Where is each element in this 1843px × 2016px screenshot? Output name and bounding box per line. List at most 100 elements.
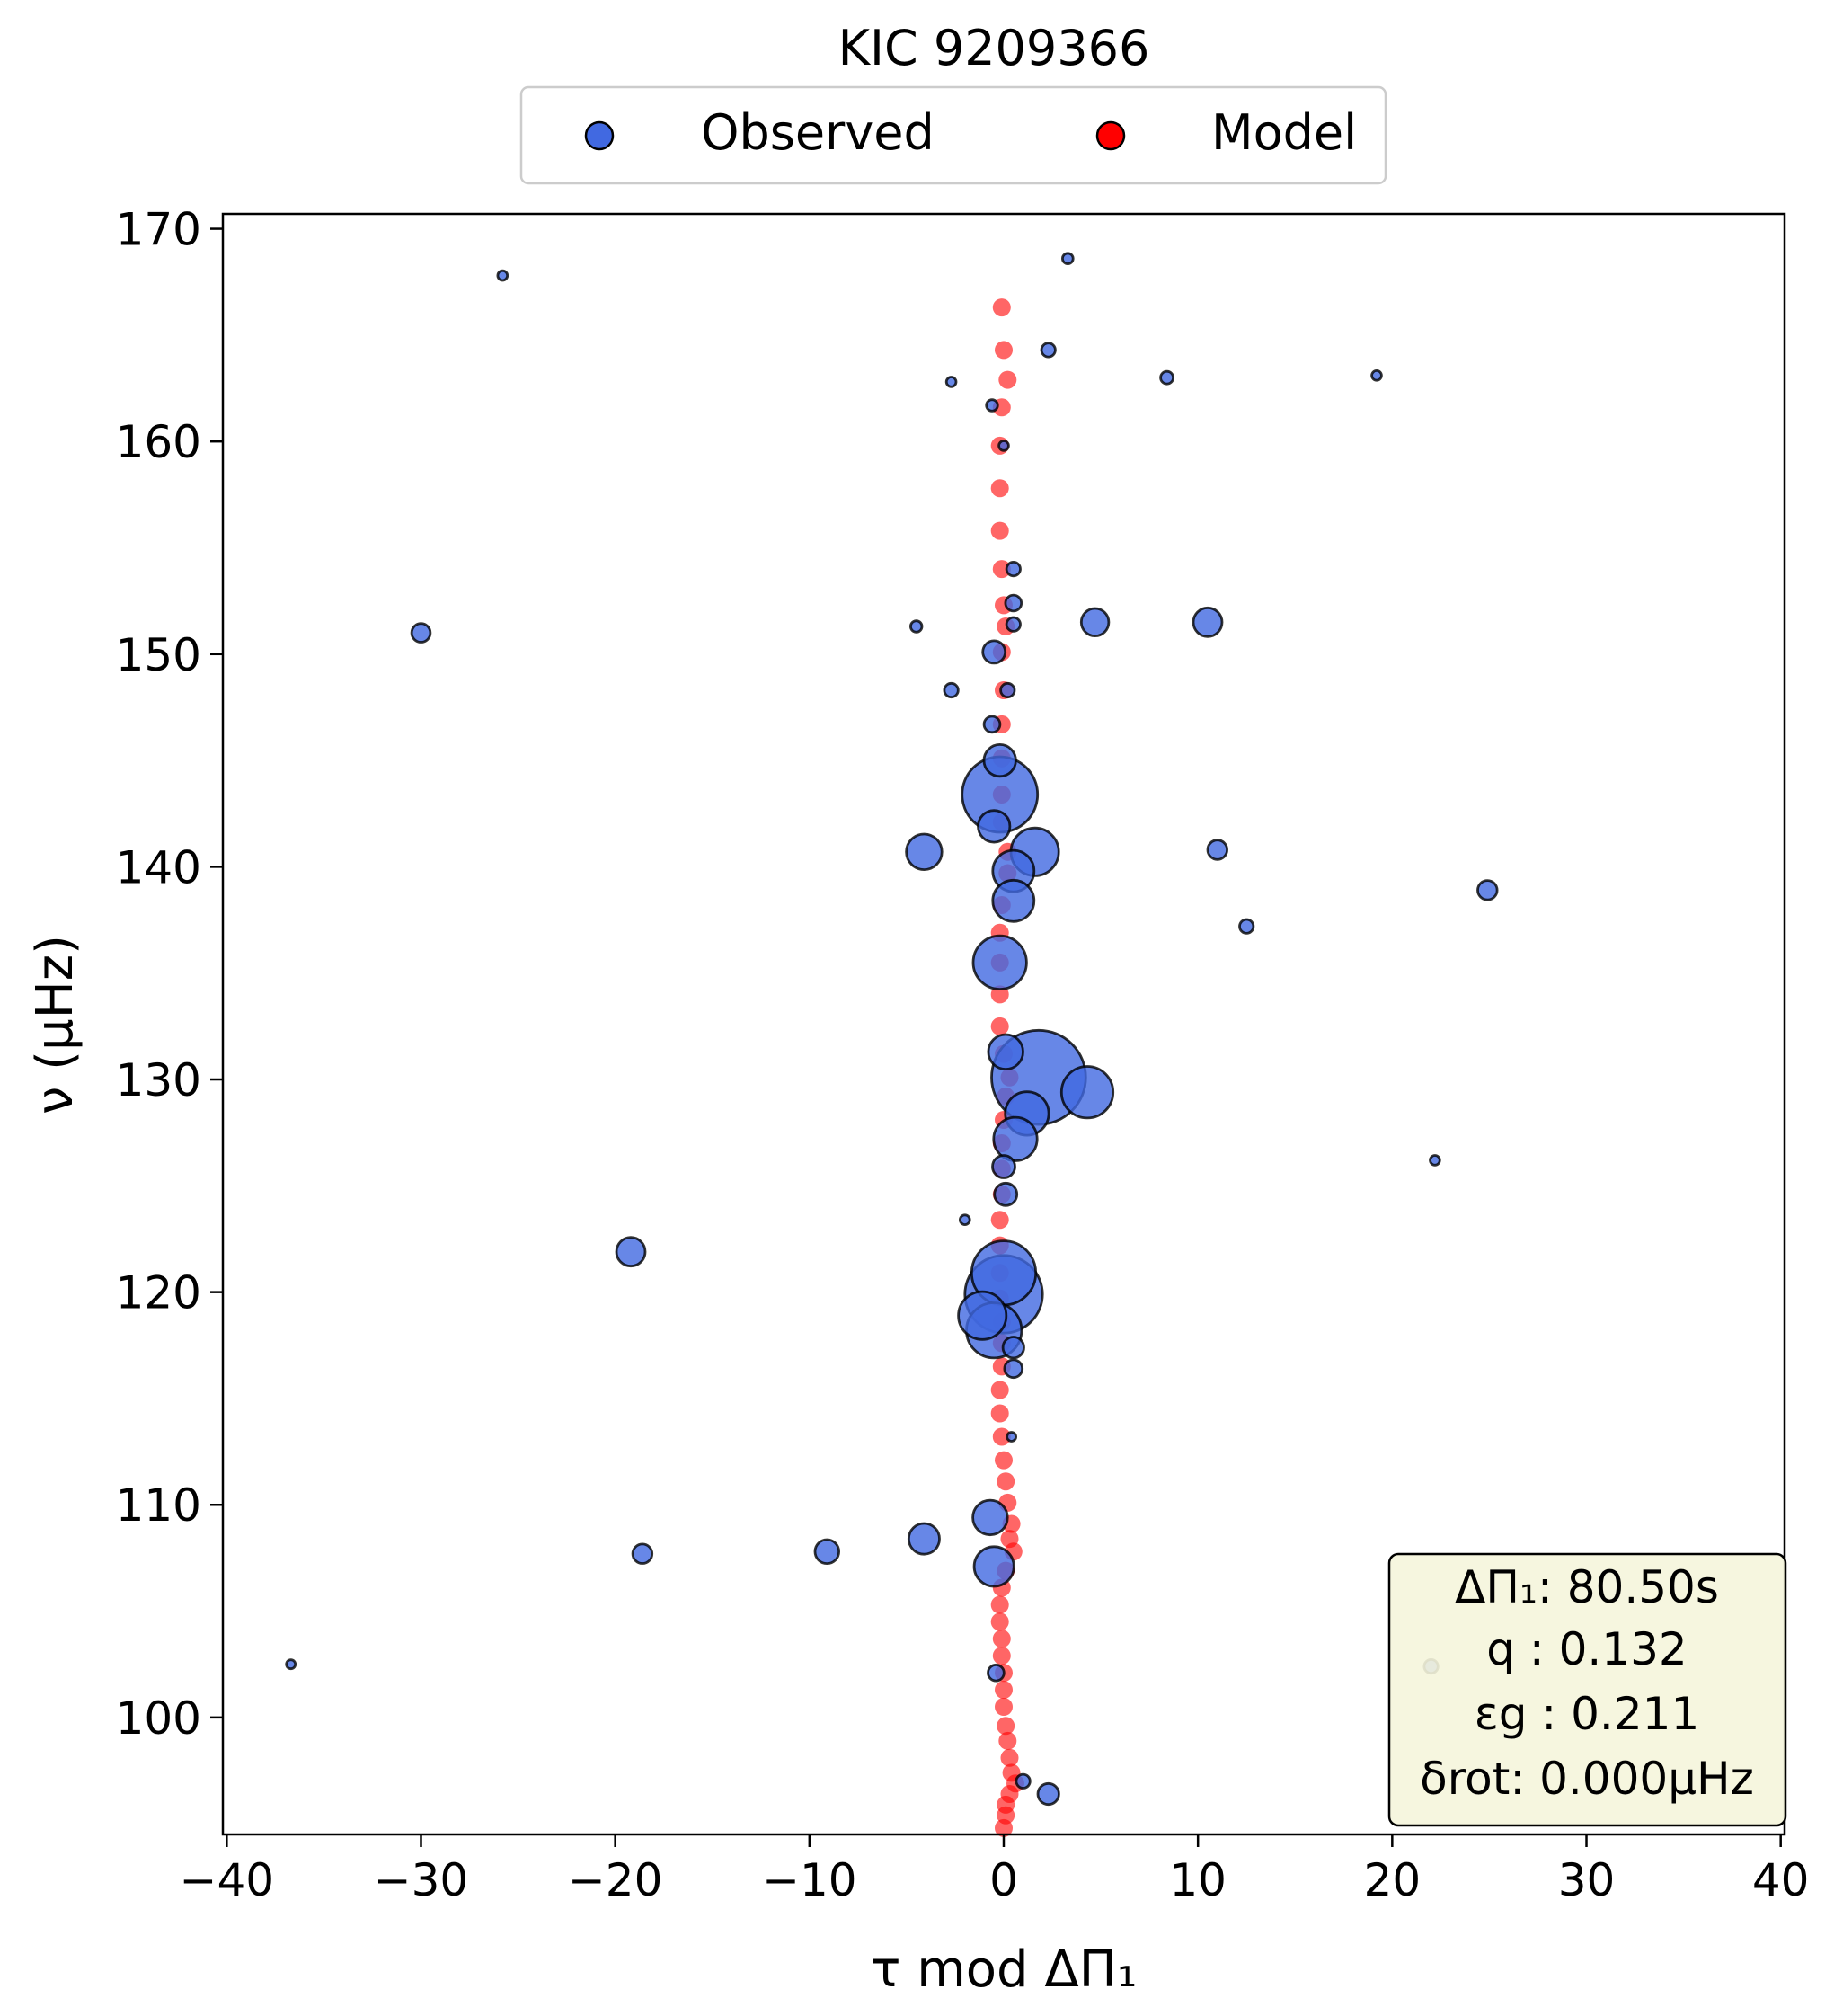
- observed-point-13: [1079, 607, 1111, 638]
- observed-point-32: [1059, 1065, 1115, 1120]
- observed-point-12: [1005, 616, 1022, 633]
- model-point-6: [990, 521, 1009, 540]
- observed-point-27: [1476, 879, 1499, 901]
- model-point-54: [995, 1698, 1013, 1716]
- legend-marker-observed: [584, 120, 615, 151]
- observed-point-18: [982, 715, 1002, 734]
- model-point-50: [992, 1630, 1011, 1648]
- observed-point-55: [1036, 1781, 1060, 1807]
- model-point-37: [990, 1381, 1009, 1399]
- observed-point-52: [285, 1658, 297, 1671]
- x-tick-label-0: −40: [180, 1854, 275, 1906]
- x-tick-label-5: 10: [1169, 1854, 1227, 1906]
- model-point-38: [990, 1404, 1009, 1423]
- observed-point-37: [993, 1181, 1019, 1207]
- model-point-5: [990, 479, 1009, 498]
- model-point-22: [990, 1017, 1009, 1035]
- observed-point-28: [1238, 918, 1255, 935]
- x-tick-label-2: −20: [568, 1854, 663, 1906]
- observed-point-10: [410, 622, 432, 644]
- x-tick-label-7: 30: [1558, 1854, 1616, 1906]
- observed-point-11: [909, 619, 924, 634]
- y-axis-label: ν (μHz): [26, 935, 84, 1115]
- observed-point-24: [1206, 839, 1229, 861]
- observed-point-5: [1370, 369, 1383, 382]
- observed-point-7: [997, 440, 1010, 452]
- model-point-51: [992, 1647, 1011, 1665]
- model-point-40: [995, 1451, 1013, 1470]
- points-layer: [285, 252, 1499, 1837]
- y-tick-label-0: 100: [116, 1692, 201, 1745]
- observed-point-16: [943, 681, 960, 699]
- model-point-63: [995, 1818, 1013, 1837]
- model-point-53: [995, 1681, 1013, 1700]
- observed-point-42: [957, 1290, 1008, 1341]
- y-axis: 100 110 120 130 140 150 160 170: [116, 204, 223, 1745]
- observed-point-29: [971, 934, 1028, 991]
- info-box-frame: [1387, 1552, 1787, 1827]
- y-tick-label-7: 170: [116, 204, 201, 256]
- model-point-1: [995, 341, 1013, 360]
- y-tick-label-2: 120: [116, 1267, 201, 1319]
- legend-frame: [519, 85, 1387, 185]
- x-tick-label-4: 0: [989, 1854, 1018, 1906]
- observed-point-17: [999, 681, 1016, 699]
- observed-point-38: [959, 1213, 971, 1226]
- model-point-39: [992, 1427, 1011, 1446]
- model-point-56: [998, 1731, 1017, 1750]
- y-tick-label-5: 150: [116, 629, 201, 681]
- info-box: ΔΠ₁: 80.50s q : 0.132 εg : 0.211 δrot: 0…: [1387, 1552, 1787, 1827]
- observed-point-14: [1192, 606, 1224, 638]
- observed-point-53: [987, 1663, 1006, 1683]
- observed-point-48: [907, 1522, 941, 1556]
- legend-label-model: Model: [1211, 104, 1357, 161]
- model-point-48: [990, 1595, 1009, 1614]
- model-point-49: [990, 1612, 1009, 1631]
- model-point-57: [1000, 1748, 1019, 1767]
- observed-point-49: [813, 1538, 841, 1566]
- observed-point-35: [1429, 1154, 1441, 1167]
- observed-point-9: [1004, 593, 1023, 613]
- x-axis: −40 −30 −20 −10 0 10 20 30 40: [180, 1834, 1810, 1906]
- observed-point-2: [1040, 342, 1057, 359]
- legend: Observed Model: [519, 85, 1387, 185]
- model-point-30: [990, 1211, 1009, 1230]
- info-line-delta-rot: δrot: 0.000μHz: [1420, 1753, 1754, 1805]
- observed-point-15: [981, 639, 1007, 665]
- y-tick-label-3: 130: [116, 1054, 201, 1106]
- x-tick-label-6: 20: [1364, 1854, 1422, 1906]
- info-line-delta-pi: ΔΠ₁: 80.50s: [1455, 1561, 1719, 1613]
- observed-point-51: [972, 1545, 1015, 1588]
- y-tick-label-4: 140: [116, 841, 201, 893]
- info-line-q: q : 0.132: [1486, 1623, 1688, 1675]
- observed-point-19: [982, 742, 1017, 778]
- chart-title: KIC 9209366: [838, 20, 1150, 76]
- model-point-55: [997, 1717, 1015, 1736]
- model-point-41: [997, 1472, 1015, 1491]
- observed-point-21: [977, 809, 1012, 844]
- observed-point-3: [944, 376, 958, 388]
- x-tick-label-8: 40: [1752, 1854, 1810, 1906]
- x-axis-label: τ mod ΔΠ₁: [871, 1941, 1138, 1999]
- x-tick-label-3: −10: [762, 1854, 857, 1906]
- observed-point-45: [1003, 1358, 1024, 1380]
- model-point-7: [992, 560, 1011, 579]
- observed-point-47: [971, 1498, 1009, 1537]
- observed-point-46: [1006, 1431, 1017, 1443]
- y-tick-label-1: 110: [116, 1479, 201, 1532]
- observed-point-6: [985, 398, 999, 413]
- observed-point-1: [1061, 252, 1075, 266]
- info-line-epsilon: εg : 0.211: [1475, 1688, 1700, 1740]
- observed-point-8: [1005, 560, 1022, 578]
- model-point-2: [998, 370, 1017, 389]
- observed-point-34: [992, 1115, 1039, 1162]
- legend-marker-model: [1095, 120, 1126, 151]
- model-point-0: [992, 298, 1011, 317]
- observed-point-50: [631, 1542, 654, 1565]
- observed-point-36: [991, 1154, 1016, 1179]
- observed-point-54: [1015, 1772, 1032, 1790]
- observed-point-44: [1001, 1336, 1025, 1360]
- x-tick-label-1: −30: [374, 1854, 469, 1906]
- observed-point-26: [991, 878, 1036, 923]
